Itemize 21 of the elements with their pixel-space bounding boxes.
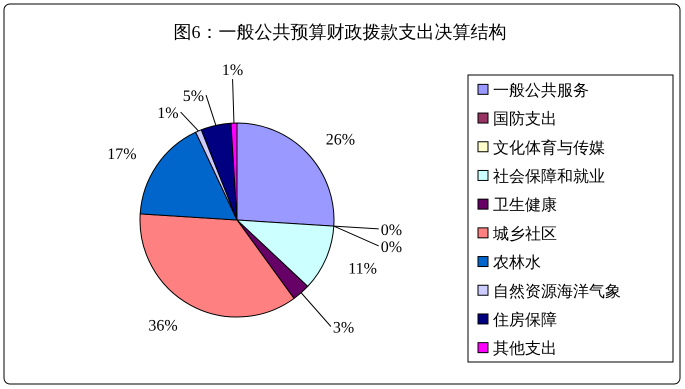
chart-title: 图6：一般公共预算财政拨款支出决算结构 [174, 22, 506, 42]
legend-label: 自然资源海洋气象 [493, 282, 621, 300]
legend-label: 城乡社区 [492, 224, 557, 243]
legend-label: 住房保障 [492, 310, 557, 329]
data-label: 3% [332, 320, 354, 337]
text: 0% [380, 222, 402, 239]
text: 0% [380, 238, 402, 256]
data-label: 11% [348, 260, 377, 278]
legend-label: 其他支出 [493, 340, 557, 358]
legend-label: 一般公共服务 [493, 81, 589, 100]
legend-label: 国防支出 [493, 110, 557, 128]
data-label: 17% [107, 146, 137, 164]
data-label: 1% [222, 62, 244, 80]
legend-label: 社会保障和就业 [493, 167, 605, 186]
legend-label: 卫生健康 [493, 196, 557, 214]
data-label: 26% [326, 132, 356, 149]
data-label: 5% [182, 88, 204, 106]
legend-label: 文化体育与传媒 [493, 138, 605, 157]
legend-label: 农林水 [493, 254, 541, 272]
data-label: 1% [157, 105, 179, 122]
data-label: 36% [148, 317, 178, 334]
